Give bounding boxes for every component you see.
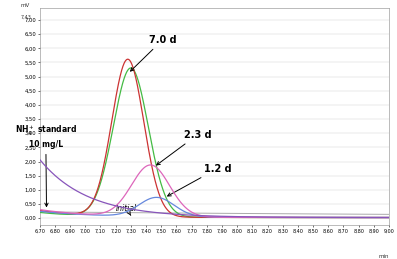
Text: 7.0 d: 7.0 d [131,35,177,71]
Text: min: min [379,254,389,259]
Text: mV: mV [21,3,30,8]
Text: NH$_4^+$ standard
10 mg/L: NH$_4^+$ standard 10 mg/L [15,124,77,206]
Text: Initial: Initial [116,204,137,215]
Text: 7,43: 7,43 [21,14,31,19]
Text: 2.3 d: 2.3 d [157,130,212,165]
Text: 1.2 d: 1.2 d [168,163,231,196]
